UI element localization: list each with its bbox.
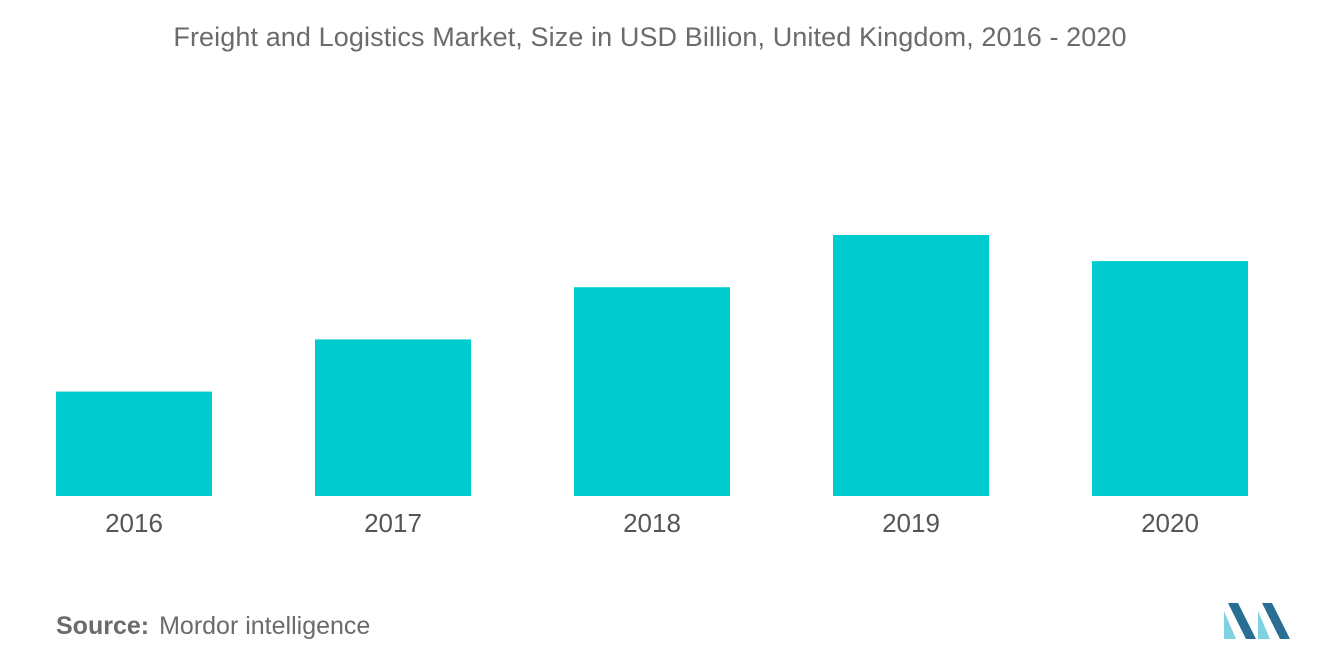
source-line: Source: Mordor intelligence: [56, 612, 370, 641]
source-text: Mordor intelligence: [159, 612, 371, 640]
x-tick-labels: 2016 2017 2018 2019 2020: [105, 508, 1199, 538]
mordor-intelligence-logo-icon: [1224, 603, 1290, 639]
x-tick-label: 2019: [882, 508, 940, 538]
x-tick-label: 2020: [1141, 508, 1199, 538]
bar-chart: 2016 2017 2018 2019 2020: [56, 235, 1248, 538]
bar-2017: [315, 339, 471, 496]
source-prefix: Source:: [56, 612, 150, 640]
bar-2019: [833, 235, 989, 496]
bar-2018: [574, 287, 730, 496]
chart-title: Freight and Logistics Market, Size in US…: [173, 22, 1127, 52]
bars-layer: [56, 235, 1248, 496]
x-tick-label: 2018: [623, 508, 681, 538]
x-tick-label: 2016: [105, 508, 163, 538]
x-tick-label: 2017: [364, 508, 422, 538]
bar-2016: [56, 391, 212, 496]
bar-2020: [1092, 261, 1248, 496]
